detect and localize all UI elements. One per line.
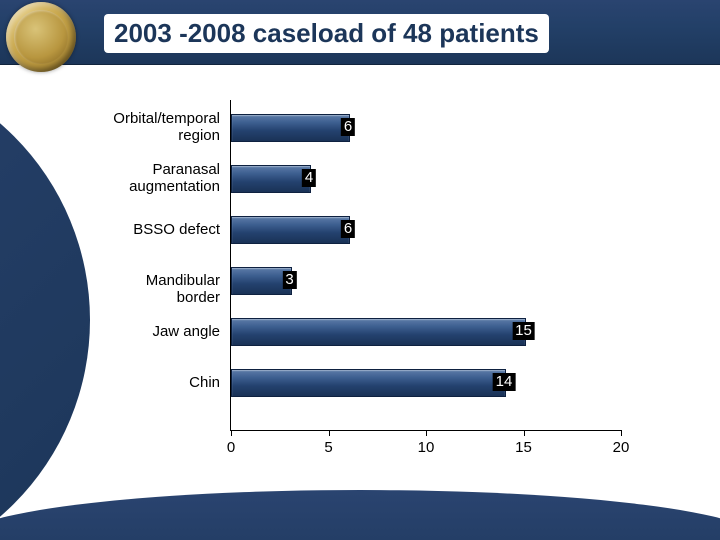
category-label: Chin <box>100 374 220 391</box>
left-arc-decor <box>0 60 90 540</box>
bar-value-label: 4 <box>302 169 316 187</box>
x-tick <box>621 430 622 436</box>
bar-value-label: 14 <box>493 373 516 391</box>
x-tick <box>231 430 232 436</box>
bar-value-label: 3 <box>282 271 296 289</box>
caseload-chart: 0 5 10 15 20 6 4 6 3 15 14 Orbital/temporalregion P… <box>100 100 660 470</box>
bar <box>231 114 350 142</box>
bottom-band-decor <box>0 490 720 540</box>
bar <box>231 216 350 244</box>
slide-root: 2003 -2008 caseload of 48 patients 0 5 10 1… <box>0 0 720 540</box>
category-label: Mandibular border <box>100 272 220 307</box>
slide-title: 2003 -2008 caseload of 48 patients <box>104 14 549 53</box>
x-tick <box>329 430 330 436</box>
bar <box>231 165 311 193</box>
x-tick <box>426 430 427 436</box>
bar-value-label: 6 <box>341 118 355 136</box>
category-label: Jaw angle <box>100 323 220 340</box>
x-tick-label: 10 <box>418 439 435 456</box>
bar-value-label: 6 <box>341 220 355 238</box>
bar <box>231 318 526 346</box>
x-tick-label: 15 <box>515 439 532 456</box>
x-tick-label: 5 <box>324 439 332 456</box>
x-tick <box>524 430 525 436</box>
logo-coin <box>6 2 76 72</box>
x-tick-label: 0 <box>227 439 235 456</box>
category-label: BSSO defect <box>100 221 220 238</box>
x-tick-label: 20 <box>613 439 630 456</box>
bar-value-label: 15 <box>512 322 535 340</box>
category-label: Paranasalaugmentation <box>100 161 220 196</box>
chart-plot-area: 0510152064631514 <box>230 100 621 431</box>
category-label: Orbital/temporalregion <box>100 110 220 145</box>
bar <box>231 369 506 397</box>
logo-coin-inner <box>14 10 68 64</box>
